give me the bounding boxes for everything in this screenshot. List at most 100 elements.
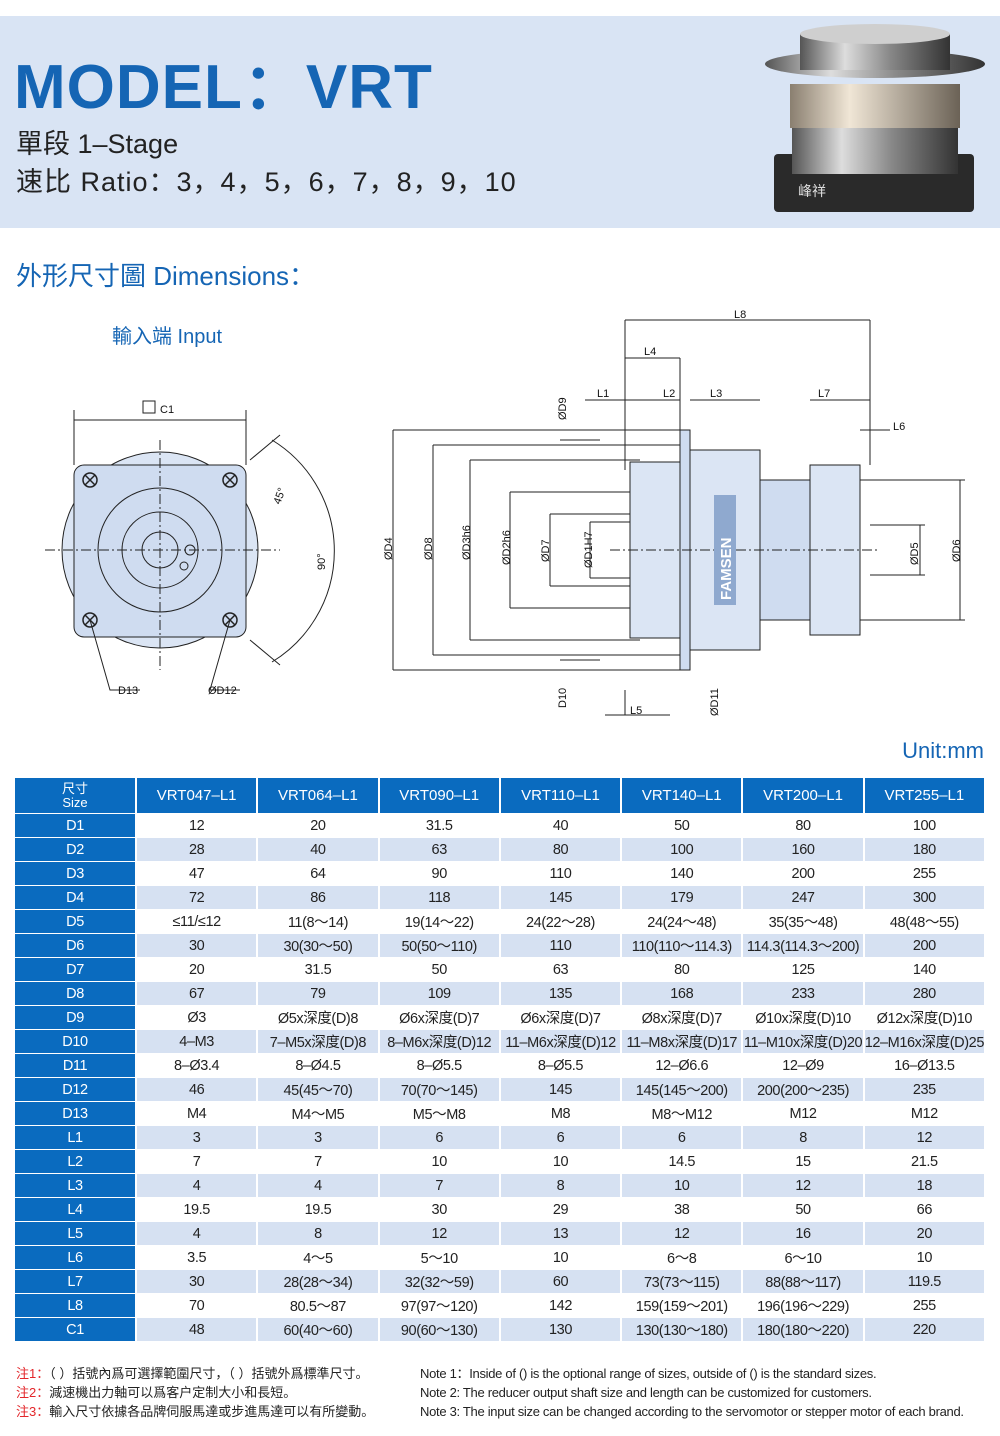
row-label: D7 xyxy=(15,958,135,981)
table-row: D11 8–Ø3.4 8–Ø4.5 8–Ø5.5 8–Ø5.5 12–Ø6.6 12–Ø9 1… xyxy=(15,1054,984,1077)
table-cell: 80 xyxy=(500,838,621,861)
table-cell: 6 xyxy=(622,1126,742,1149)
table-cell: 88(88～117) xyxy=(743,1270,863,1293)
table-cell: 4 xyxy=(137,1222,257,1245)
table-cell: 114.3(114.3～200) xyxy=(743,934,863,957)
table-cell: 135 xyxy=(500,982,621,1005)
table-row: L8 70 80.5～87 97(97～120) 142 159(159～201) 196(… xyxy=(15,1294,984,1317)
label-l2: L2 xyxy=(663,388,675,400)
row-label: D1 xyxy=(15,814,135,837)
table-cell: 29 xyxy=(552,1201,569,1218)
table-cell: 28(28～34) xyxy=(258,1270,378,1293)
table-cell: 119.5 xyxy=(864,1270,984,1293)
table-cell: 63 xyxy=(379,838,499,861)
table-cell: 18 xyxy=(864,1174,984,1197)
table-cell: 6 xyxy=(500,1126,621,1149)
row-label: L5 xyxy=(15,1222,135,1245)
table-cell: 13 xyxy=(500,1222,621,1245)
table-cell: 32(32～59) xyxy=(379,1270,499,1293)
table-cell: 118 xyxy=(379,886,499,909)
row-label: D8 xyxy=(15,982,135,1005)
column-header: VRT200–L1 xyxy=(743,778,863,813)
note-cn-text: 輸入尺寸依據各品牌伺服馬達或步進馬達可以有所變動。 xyxy=(49,1404,375,1419)
table-cell: 8–M6x深度(D)12 xyxy=(379,1030,499,1053)
table-cell: 70 xyxy=(188,1297,205,1314)
table-cell: 79 xyxy=(258,982,378,1005)
table-cell: 11–M10x深度(D)20 xyxy=(743,1030,863,1053)
table-cell: 47 xyxy=(188,865,205,882)
table-cell: 6～10 xyxy=(784,1251,822,1267)
table-cell: 30 xyxy=(137,934,257,957)
table-cell: 100 xyxy=(622,838,742,861)
label-d3: ØD3h6 xyxy=(461,525,473,560)
table-cell: 12–Ø9 xyxy=(782,1057,824,1074)
row-label: L6 xyxy=(15,1246,135,1269)
table-row: L7 30 28(28～34) 32(32～59) 60 73(73～115) 88(88～… xyxy=(15,1270,984,1293)
table-cell: 3.5 xyxy=(187,1249,207,1266)
row-label: L1 xyxy=(15,1126,135,1149)
table-cell: 60 xyxy=(500,1270,621,1293)
label-l4: L4 xyxy=(644,346,656,358)
dimensions-table: 尺寸 Size VRT047–L1 VRT064–L1 VRT090–L1 VRT110… xyxy=(13,777,986,1342)
table-row: L4 19.5 19.5 30 29 38 50 66 xyxy=(15,1198,984,1221)
table-cell: 280 xyxy=(864,982,984,1005)
table-cell: Ø5x深度(D)8 xyxy=(277,1011,359,1027)
table-cell: 233 xyxy=(743,982,863,1005)
table-cell: 7 xyxy=(314,1153,322,1170)
table-cell: 255 xyxy=(912,1297,936,1314)
table-cell: M12 xyxy=(910,1105,938,1122)
table-cell: 110 xyxy=(500,934,621,957)
table-cell: 38 xyxy=(674,1201,690,1218)
table-cell: 200(200～235) xyxy=(743,1078,863,1101)
table-cell: 60(40～60) xyxy=(258,1318,378,1341)
table-cell: 67 xyxy=(137,982,257,1005)
brand-label: FAMSEN xyxy=(718,537,735,600)
ratio-label: 速比 Ratio：3，4，5，6，7，8，9，10 xyxy=(16,167,517,197)
table-cell: 97(97～120) xyxy=(400,1299,478,1315)
label-d10: D10 xyxy=(557,688,569,708)
unit-label: Unit:mm xyxy=(902,738,984,763)
label-d13: D13 xyxy=(118,685,138,697)
table-cell: 66 xyxy=(916,1201,933,1218)
note-cn: 注3：輸入尺寸依據各品牌伺服馬達或步進馬達可以有所變動。 xyxy=(16,1402,416,1421)
table-cell: Ø10x深度(D)10 xyxy=(755,1011,851,1027)
table-cell: 10 xyxy=(552,1249,569,1266)
table-cell: Ø6x深度(D)7 xyxy=(399,1011,480,1027)
table-cell: 30(30～50) xyxy=(258,934,378,957)
table-cell: 86 xyxy=(258,886,378,909)
table-cell: 125 xyxy=(791,961,815,978)
table-row: D1 12 20 31.5 40 50 80 100 xyxy=(15,814,984,837)
table-cell: Ø12x深度(D)10 xyxy=(876,1011,973,1027)
table-cell: 10 xyxy=(552,1153,569,1170)
table-cell: 110(110～114.3) xyxy=(622,934,742,957)
table-cell: 14.5 xyxy=(668,1153,696,1170)
table-cell: 4～5 xyxy=(303,1251,333,1267)
table-cell: 142 xyxy=(548,1297,572,1314)
label-l3: L3 xyxy=(710,388,722,400)
table-cell: 11(8～14) xyxy=(287,915,349,931)
table-cell: 196(196～229) xyxy=(757,1299,850,1315)
table-cell: 180 xyxy=(864,838,984,861)
table-cell: 255 xyxy=(912,865,936,882)
table-cell: 4 xyxy=(258,1174,378,1197)
note-cn-text: （ ）括號內爲可選擇範圍尺寸，（ ）括號外爲標準尺寸。 xyxy=(49,1366,369,1381)
column-header: VRT255–L1 xyxy=(864,778,984,813)
table-cell: 145 xyxy=(500,1078,621,1101)
label-d9: ØD9 xyxy=(557,397,569,420)
table-cell: Ø8x深度(D)7 xyxy=(641,1011,723,1027)
table-cell: 12–Ø6.6 xyxy=(655,1057,709,1074)
column-header: VRT047–L1 xyxy=(137,778,257,813)
note-cn: 注1：（ ）括號內爲可選擇範圍尺寸，（ ）括號外爲標準尺寸。 xyxy=(16,1364,416,1383)
table-row: L3 4 4 7 8 10 12 18 xyxy=(15,1174,984,1197)
size-header-en: Size xyxy=(62,794,88,810)
table-cell: 10 xyxy=(431,1153,448,1170)
table-cell: 46 xyxy=(137,1078,257,1101)
table-cell: 24(24～48) xyxy=(647,915,717,931)
label-d6: ØD6 xyxy=(951,539,963,562)
table-cell: 6～8 xyxy=(667,1251,697,1267)
table-row: D8 67 79 109 135 168 233 280 xyxy=(15,982,984,1005)
note-en: Note 3: The input size can be changed ac… xyxy=(420,1404,964,1419)
row-label: D12 xyxy=(15,1078,135,1101)
table-cell: 12 xyxy=(379,1222,499,1245)
row-label: D3 xyxy=(15,862,135,885)
